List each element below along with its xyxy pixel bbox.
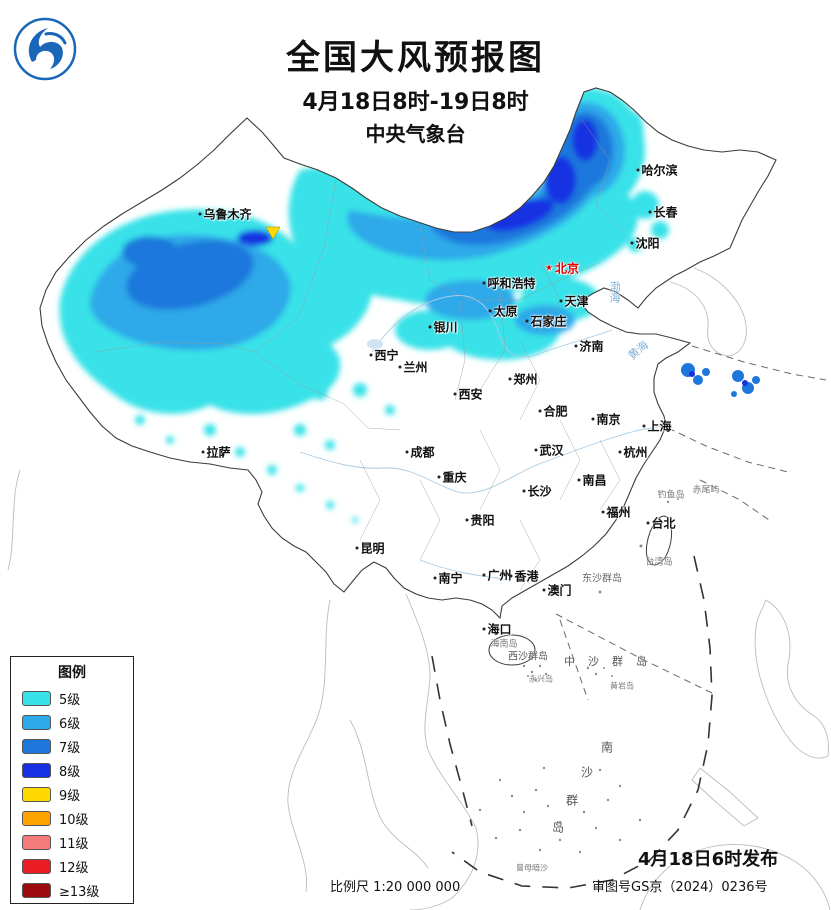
neighbor-coastlines (7, 267, 831, 910)
legend-label: 6级 (59, 716, 81, 732)
legend-item: 10级 (11, 806, 133, 830)
legend-swatch (22, 738, 51, 754)
legend-label: 11级 (59, 836, 89, 852)
legend-item: 12级 (11, 854, 133, 878)
legend-label: 10级 (59, 812, 89, 828)
legend: 图例 5级 6级 7级 8级 9级 10级 11级 12级 ≥13级 (10, 656, 134, 904)
legend-label: 12级 (59, 860, 89, 876)
legend-swatch (22, 834, 51, 850)
wind9-triangle-marker (265, 226, 281, 240)
legend-item: 8级 (11, 758, 133, 782)
legend-swatch (22, 882, 51, 898)
island-specks (478, 498, 679, 854)
legend-label: ≥13级 (59, 884, 100, 900)
legend-swatch (22, 690, 51, 706)
major-islands (488, 515, 673, 666)
legend-item: 11级 (11, 830, 133, 854)
sea-wind-patches (681, 363, 760, 397)
wind-shading (59, 88, 669, 523)
forecast-period: 4月18日8时-19日8时 (302, 90, 529, 115)
map-approval-number: 审图号GS京（2024）0236号 (592, 880, 768, 895)
agency-name: 中央气象台 (365, 122, 466, 146)
legend-swatch (22, 858, 51, 874)
legend-item: 5级 (11, 686, 133, 710)
legend-swatch (22, 714, 51, 730)
legend-item: ≥13级 (11, 878, 133, 902)
rivers (299, 295, 665, 581)
province-boundaries (95, 119, 626, 591)
legend-swatch (22, 762, 51, 778)
legend-swatch (22, 786, 51, 802)
issued-time: 4月18日6时发布 (638, 849, 779, 870)
legend-title: 图例 (58, 665, 86, 681)
legend-item: 9级 (11, 782, 133, 806)
legend-items: 5级 6级 7级 8级 9级 10级 11级 12级 ≥13级 (11, 686, 133, 902)
legend-swatch (22, 810, 51, 826)
legend-label: 9级 (59, 788, 81, 804)
cma-logo-icon (13, 17, 77, 81)
legend-item: 6级 (11, 710, 133, 734)
page-title: 全国大风预报图 (286, 38, 545, 78)
legend-label: 5级 (59, 692, 81, 708)
maritime-boundaries (431, 345, 827, 889)
legend-item: 7级 (11, 734, 133, 758)
legend-label: 7级 (59, 740, 81, 756)
map-scale: 比例尺 1:20 000 000 (330, 880, 461, 895)
legend-label: 8级 (59, 764, 81, 780)
china-boundary (39, 87, 777, 620)
